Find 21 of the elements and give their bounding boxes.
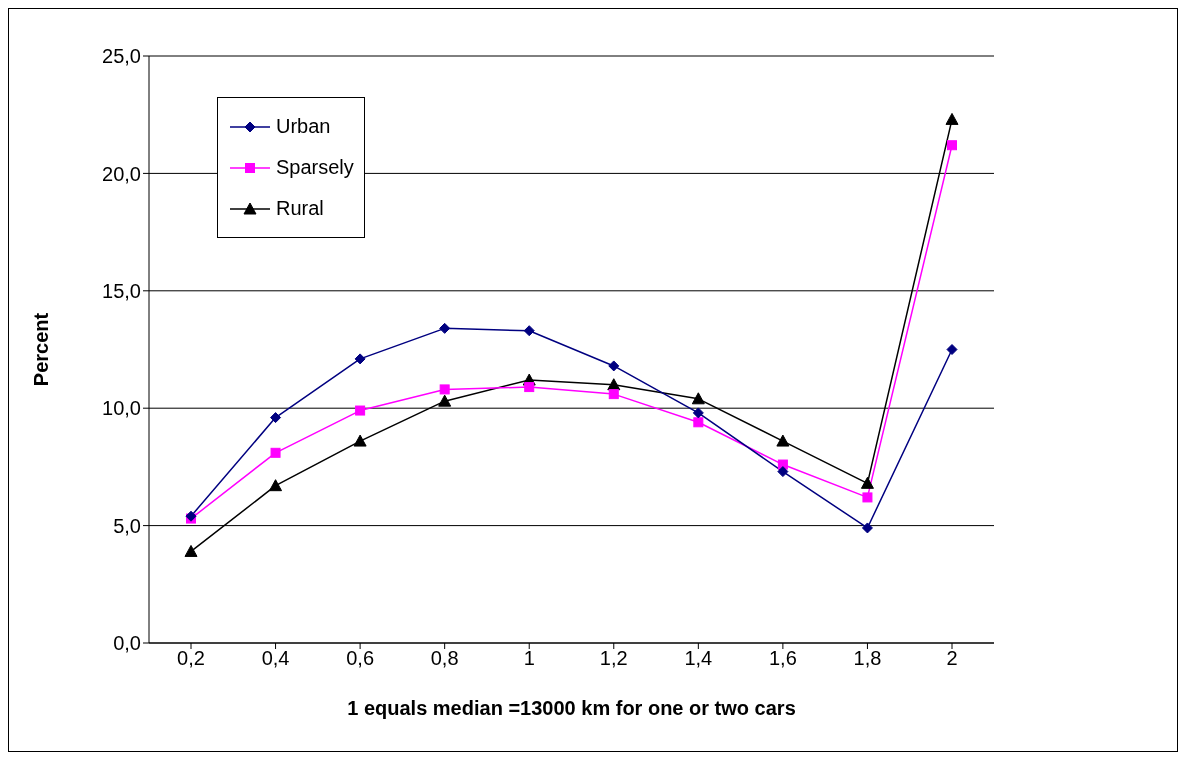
x-tick-label: 1 — [523, 647, 535, 670]
y-tick-label: 25,0 — [102, 45, 141, 68]
y-tick-label: 5,0 — [113, 514, 141, 537]
x-tick-label: 0,6 — [346, 647, 375, 670]
y-tick-label: 0,0 — [113, 632, 141, 655]
x-tick-label: 2 — [946, 647, 958, 670]
x-tick-label: 1,6 — [768, 647, 797, 670]
y-tick-label: 20,0 — [102, 162, 141, 185]
legend-label: Sparsely — [276, 156, 354, 179]
x-tick-label: 1,2 — [599, 647, 628, 670]
x-tick-label: 0,2 — [177, 647, 205, 670]
x-tick-label: 0,4 — [261, 647, 290, 670]
x-tick-label: 0,8 — [430, 647, 459, 670]
x-tick-label: 1,4 — [684, 647, 713, 670]
x-tick-label: 1,8 — [853, 647, 882, 670]
y-tick-label: 10,0 — [102, 397, 141, 420]
legend-label: Urban — [276, 115, 331, 138]
x-axis-title: 1 equals median =13000 km for one or two cars — [347, 697, 796, 719]
y-tick-label: 15,0 — [102, 279, 141, 302]
y-axis-title: Percent — [30, 312, 53, 387]
legend-label: Rural — [276, 197, 324, 220]
